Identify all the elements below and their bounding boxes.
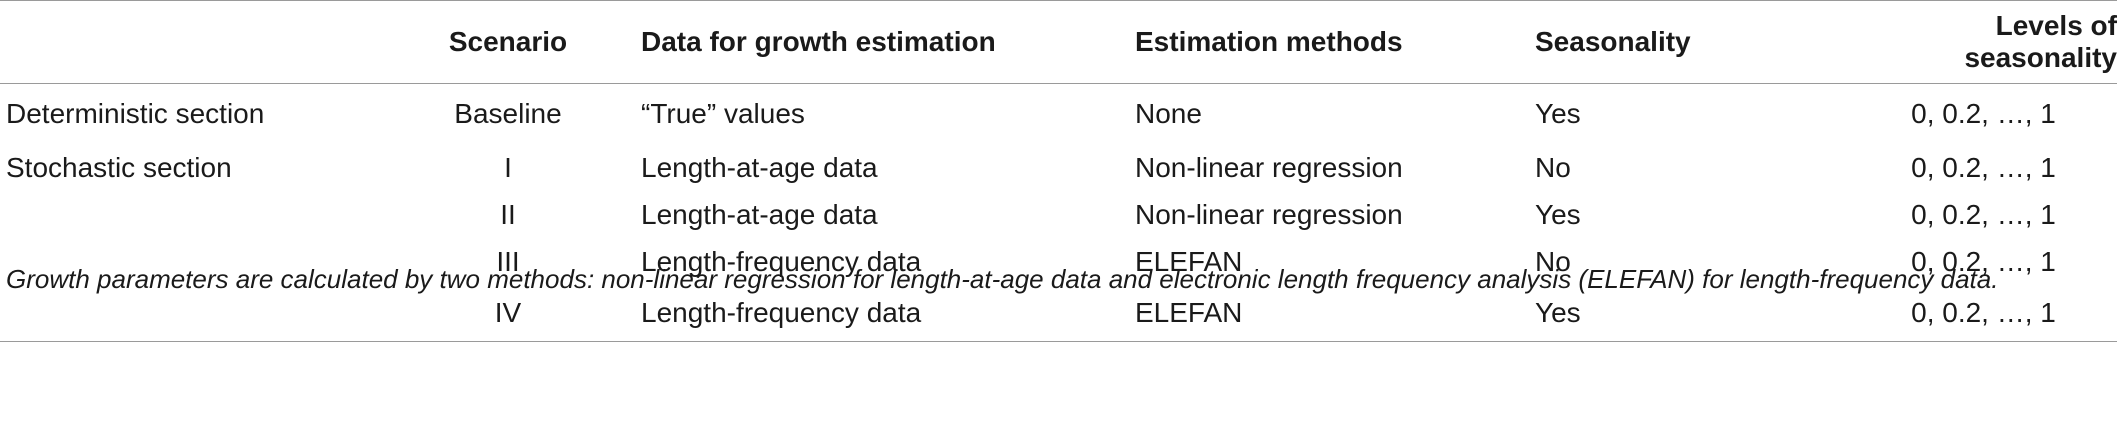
table-body: Deterministic section Baseline “True” va…: [0, 84, 2117, 342]
cell-seasonality: Yes: [1535, 198, 1581, 230]
cell-data: “True” values: [641, 98, 805, 129]
cell-method: Non-linear regression: [1135, 198, 1403, 230]
cell-method: ELEFAN: [1135, 285, 1535, 342]
cell-section: [0, 191, 378, 238]
cell-scenario: I: [504, 151, 512, 183]
table-row: Deterministic section Baseline “True” va…: [0, 84, 2117, 145]
cell-seasonality: No: [1535, 151, 1571, 183]
cell-method: ELEFAN: [1135, 245, 1243, 277]
header-cell-data: Data for growth estimation: [638, 0, 1135, 84]
cell-scenario: II: [500, 198, 516, 230]
data-table-container: Scenario Data for growth estimation Esti…: [0, 0, 2117, 342]
cell-seasonality: Yes: [1535, 285, 1820, 342]
cell-scenario: Baseline: [454, 98, 562, 129]
header-row: Scenario Data for growth estimation Esti…: [0, 0, 2117, 84]
header-cell-seasonality: Seasonality: [1535, 0, 1820, 84]
cell-levels: 0, 0.2, …, 1: [1911, 151, 2056, 183]
cell-levels: 0, 0.2, …, 1: [1911, 98, 2056, 129]
table-footnote: Growth parameters are calculated by two …: [6, 264, 1999, 294]
table-row: III Length-frequency data ELEFAN No 0, 0…: [0, 238, 2117, 285]
cell-levels: 0, 0.2, …, 1: [1820, 285, 2117, 342]
cell-scenario: IV: [378, 285, 638, 342]
cell-section: [0, 285, 378, 342]
table-header: Scenario Data for growth estimation Esti…: [0, 0, 2117, 84]
cell-scenario: III: [496, 245, 520, 277]
header-cell-methods: Estimation methods: [1135, 0, 1535, 84]
cell-method: Non-linear regression: [1135, 151, 1403, 183]
table-row: II Length-at-age data Non-linear regress…: [0, 191, 2117, 238]
cell-levels: 0, 0.2, …, 1: [1911, 198, 2056, 230]
header-cell-scenario: Scenario: [378, 0, 638, 84]
cell-seasonality: Yes: [1535, 98, 1581, 129]
table-row: Stochastic section I Length-at-age data …: [0, 144, 2117, 191]
scenarios-table: Scenario Data for growth estimation Esti…: [0, 0, 2117, 342]
cell-data: Length-at-age data: [641, 151, 878, 183]
header-cell-section: [0, 0, 378, 84]
cell-levels: 0, 0.2, …, 1: [1911, 245, 2056, 277]
cell-data: Length-at-age data: [641, 198, 878, 230]
cell-method: None: [1135, 98, 1202, 129]
cell-data: Length-frequency data: [641, 245, 922, 277]
table-row: IV Length-frequency data ELEFAN Yes 0, 0…: [0, 285, 2117, 342]
cell-data: Length-frequency data: [638, 285, 1135, 342]
cell-seasonality: No: [1535, 245, 1571, 277]
header-cell-levels: Levels of seasonality: [1820, 0, 2117, 84]
cell-section: Deterministic section: [6, 98, 265, 129]
cell-section: Stochastic section: [6, 151, 232, 183]
